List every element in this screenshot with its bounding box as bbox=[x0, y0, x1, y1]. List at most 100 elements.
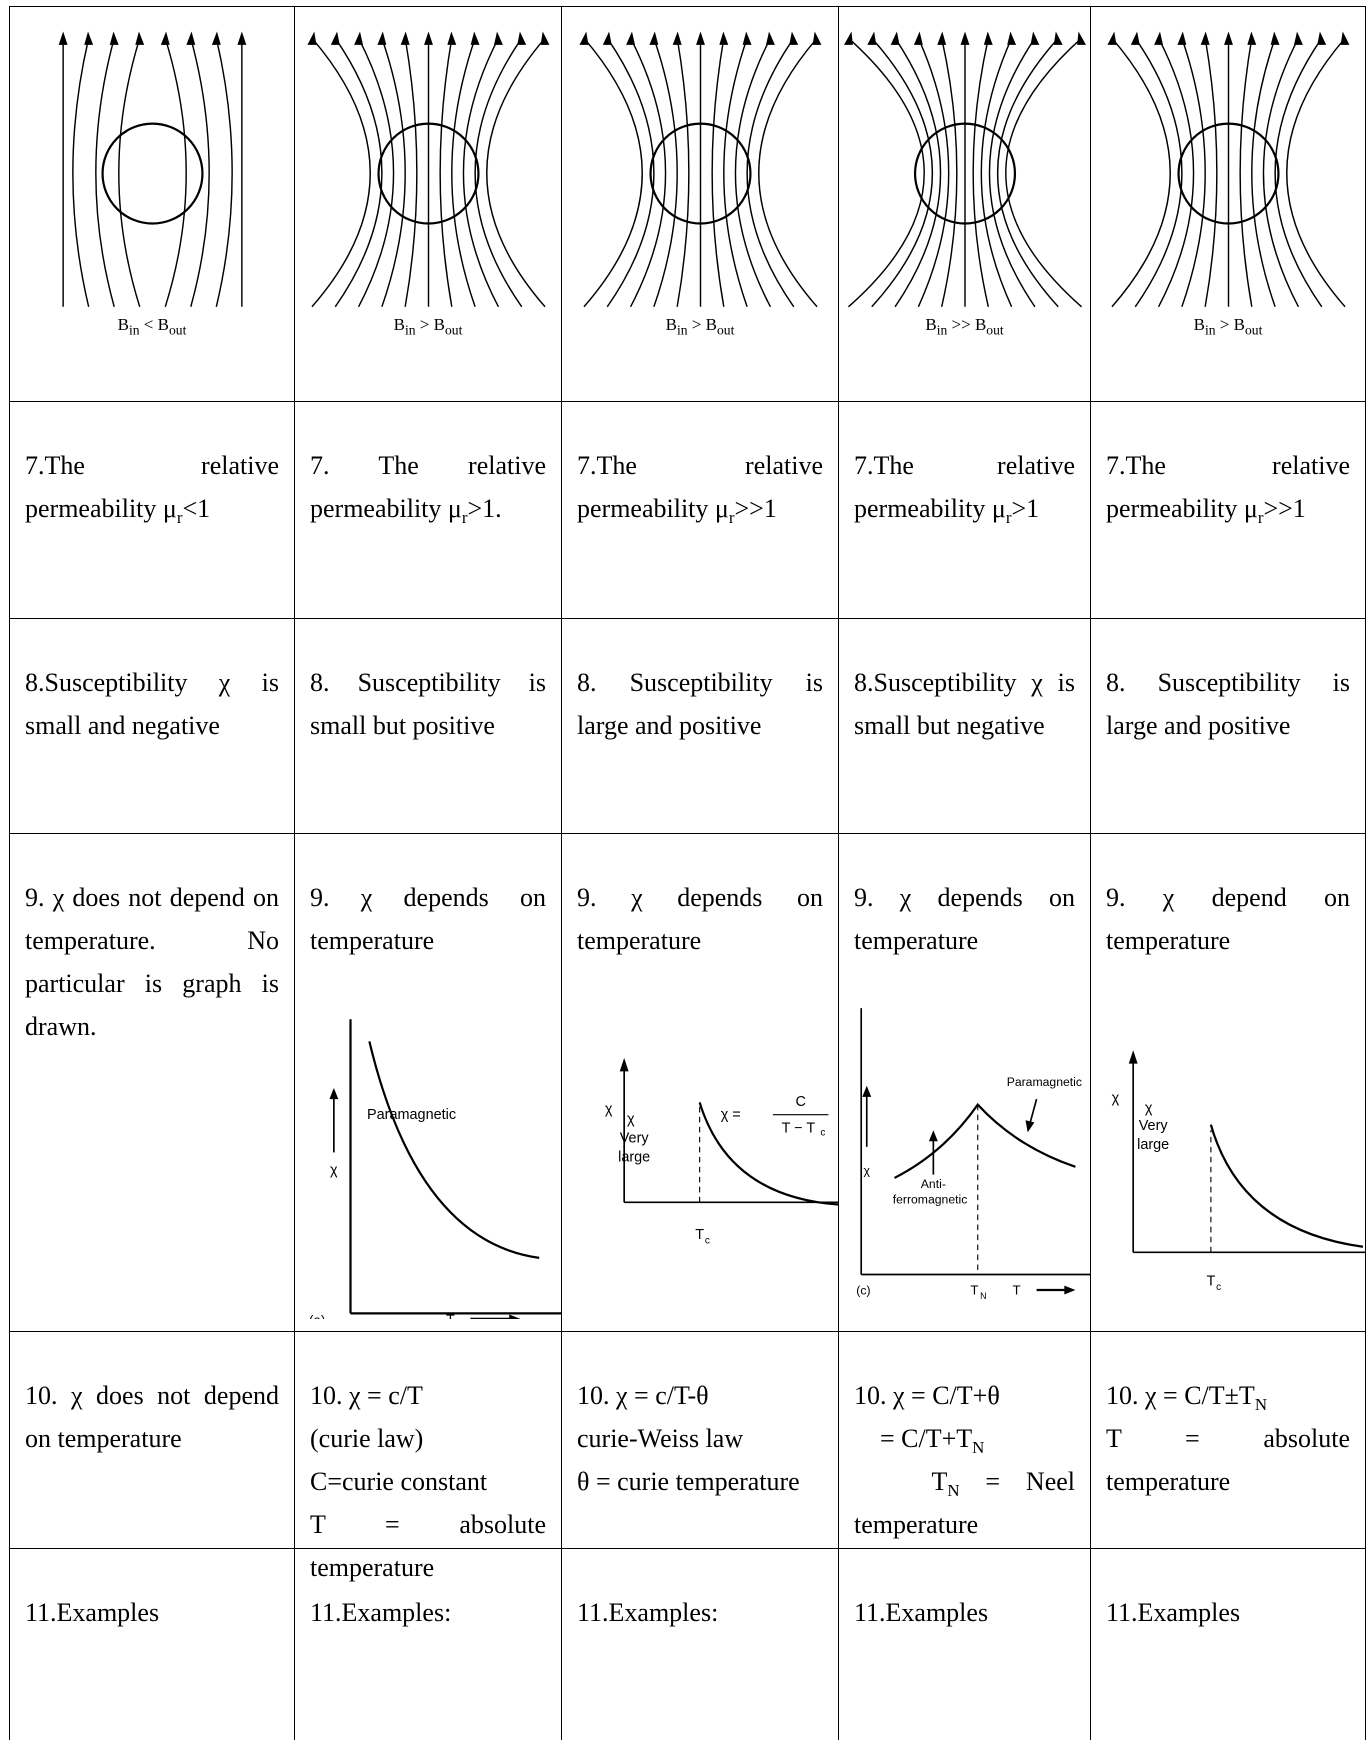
text-run: T bbox=[854, 1467, 948, 1496]
table-cell: 9. χ does not depend on temperature. No … bbox=[9, 833, 295, 1332]
cell-content: 8.Susceptibility χ is small and negative bbox=[10, 619, 294, 833]
field-line bbox=[940, 38, 958, 307]
table-cell: 11.Examples: bbox=[294, 1548, 562, 1740]
field-line bbox=[894, 37, 942, 308]
field-line bbox=[1134, 37, 1183, 308]
text-run: 8.Susceptibility χ is small and negative bbox=[25, 668, 286, 740]
arrow-head bbox=[1025, 1120, 1035, 1133]
field-line bbox=[1204, 38, 1218, 307]
field-line bbox=[1286, 37, 1346, 308]
arrow-head bbox=[1077, 31, 1086, 45]
cell-content: 8.Susceptibility χ is small but negative bbox=[839, 619, 1090, 833]
cell-text: 10. χ = c/T bbox=[310, 1374, 546, 1417]
cell-text: 11.Examples: bbox=[310, 1591, 546, 1634]
subscript: N bbox=[947, 1481, 960, 1501]
cell-text: 7. The relative permeability μr>1. bbox=[310, 444, 546, 530]
cell-content: 7.The relative permeability μr>1 bbox=[839, 402, 1090, 618]
arrow-head bbox=[329, 1088, 339, 1100]
text-run: >>1 bbox=[1263, 494, 1306, 523]
graph-label: T bbox=[1013, 1282, 1021, 1297]
text-run: 7.The relative permeability μ bbox=[854, 451, 1082, 523]
field-line bbox=[215, 38, 233, 307]
graph-label: C bbox=[795, 1094, 805, 1110]
arrow-head bbox=[619, 1058, 629, 1072]
table-cell: 9. χ depends on temperature χ χ Very large χ … bbox=[561, 833, 839, 1332]
field-line bbox=[734, 37, 772, 308]
table-row: 7.The relative permeability μr<1 7. The r… bbox=[9, 401, 1366, 619]
arrow-head bbox=[400, 31, 410, 45]
arrow-head bbox=[1247, 31, 1257, 45]
text-run: 9. χ depends on temperature bbox=[854, 883, 1082, 955]
cell-text: 11.Examples: bbox=[577, 1591, 823, 1634]
cell-text: 10. χ does not depend on temperature bbox=[25, 1374, 279, 1460]
graph-label: χ bbox=[605, 1102, 613, 1118]
field-line bbox=[1274, 37, 1323, 308]
cell-text: T = absolute temperature bbox=[1106, 1417, 1350, 1503]
graph-label: Very bbox=[620, 1130, 650, 1146]
field-line bbox=[629, 37, 667, 308]
arrow-head bbox=[1030, 31, 1040, 45]
graph-label: Paramagnetic bbox=[1007, 1075, 1082, 1089]
table-row: Bin < Bout Bin > Bout Bin > Bout Bin >> Bou… bbox=[9, 6, 1366, 402]
arrow-head bbox=[1200, 31, 1210, 45]
cell-text: 8. Susceptibility is large and positive bbox=[1106, 661, 1350, 747]
cell-text: 10. χ = C/T±TN bbox=[1106, 1374, 1350, 1417]
cell-content: 9. χ depends on temperature Paramagnetic χ… bbox=[839, 834, 1091, 1331]
cell-text: C=curie constant bbox=[310, 1460, 546, 1503]
text-run: C=curie constant bbox=[310, 1467, 488, 1496]
subscript: out bbox=[444, 322, 463, 338]
cell-text: 9. χ depends on temperature bbox=[310, 876, 546, 962]
cell-text: 11.Examples bbox=[854, 1591, 1075, 1634]
graph-label: T bbox=[695, 1227, 704, 1243]
graph-label: large bbox=[618, 1149, 650, 1165]
arrow-head bbox=[696, 31, 705, 45]
arrow-head bbox=[1107, 31, 1117, 45]
comparison-table: Bin < Bout Bin > Bout Bin > Bout Bin >> Bou… bbox=[9, 6, 1366, 1740]
field-line bbox=[711, 38, 725, 307]
graph-label: N bbox=[980, 1291, 986, 1301]
arrow-head bbox=[913, 31, 923, 45]
cell-content: 7.The relative permeability μr<1 bbox=[10, 402, 294, 618]
field-line bbox=[164, 37, 187, 308]
arrow-head bbox=[742, 31, 752, 45]
cell-content: 10. χ = C/T+θ = C/T+TN TN = Neel tempera… bbox=[839, 1332, 1090, 1548]
graph-label: Paramagnetic bbox=[367, 1107, 456, 1123]
field-caption: Bin > Bout bbox=[295, 315, 561, 338]
field-line bbox=[1262, 37, 1300, 308]
arrow-head bbox=[672, 31, 682, 45]
cell-text: 8. Susceptibility is small but positive bbox=[310, 661, 546, 747]
table-cell: 7.The relative permeability μr>>1 bbox=[1090, 401, 1366, 619]
arrow-head bbox=[719, 31, 729, 45]
text-run: = C/T+T bbox=[854, 1424, 973, 1453]
graph-label: (a) bbox=[309, 1312, 325, 1319]
graph-label: χ bbox=[1112, 1090, 1120, 1106]
graph-label: χ bbox=[864, 1164, 871, 1178]
text-run: B bbox=[1193, 315, 1205, 334]
text-run: T = absolute temperature bbox=[1106, 1424, 1357, 1496]
cell-content: 11.Examples: bbox=[295, 1549, 561, 1740]
field-line bbox=[1239, 38, 1253, 307]
cell-text: 7.The relative permeability μr>>1 bbox=[1106, 444, 1350, 530]
field-line bbox=[758, 37, 818, 308]
text-run: 10. χ does not depend on temperature bbox=[25, 1381, 286, 1453]
arrow-head bbox=[330, 31, 340, 45]
text-run: > B bbox=[415, 315, 445, 334]
curve bbox=[1209, 1124, 1364, 1248]
arrow-head bbox=[517, 31, 527, 45]
table-cell: 7.The relative permeability μr>>1 bbox=[561, 401, 839, 619]
field-line bbox=[972, 38, 990, 307]
cell-content: 10. χ = C/T±TN T = absolute temperature bbox=[1091, 1332, 1365, 1548]
table-cell: 9. χ depends on temperature Paramagnetic χ… bbox=[294, 833, 562, 1332]
arrow-head bbox=[493, 31, 503, 45]
field-line bbox=[462, 37, 500, 308]
text-run: 7. The relative permeability μ bbox=[310, 451, 553, 523]
subscript: r bbox=[1005, 508, 1012, 528]
arrow-head bbox=[211, 31, 221, 45]
cell-content: 8. Susceptibility is large and positive bbox=[1091, 619, 1365, 833]
field-line bbox=[847, 37, 925, 308]
graph-label: χ bbox=[330, 1163, 338, 1179]
field-line bbox=[653, 37, 678, 308]
field-line bbox=[311, 37, 371, 308]
